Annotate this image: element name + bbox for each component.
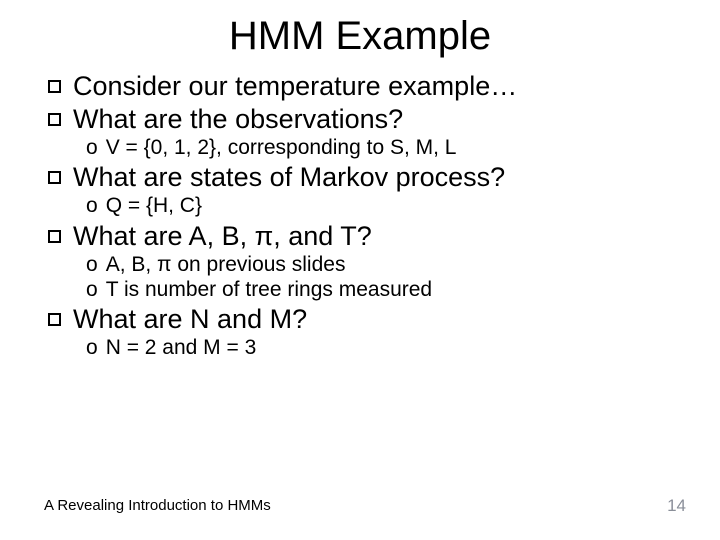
page-number: 14 (667, 496, 686, 516)
square-bullet-icon (48, 313, 61, 326)
bullet-l1: Consider our temperature example… (48, 71, 690, 102)
circle-bullet-icon: o (86, 335, 98, 360)
bullet-text: Consider our temperature example… (73, 71, 517, 102)
bullet-l2: o A, B, π on previous slides (48, 252, 690, 277)
slide-title: HMM Example (0, 0, 720, 69)
slide-content: Consider our temperature example… What a… (0, 71, 720, 360)
bullet-text: What are states of Markov process? (73, 162, 505, 193)
bullet-l2: o T is number of tree rings measured (48, 277, 690, 302)
bullet-text: What are N and M? (73, 304, 307, 335)
bullet-text: N = 2 and M = 3 (106, 335, 257, 360)
bullet-text: Q = {H, C} (106, 193, 202, 218)
bullet-text: What are the observations? (73, 104, 403, 135)
bullet-l2: o V = {0, 1, 2}, corresponding to S, M, … (48, 135, 690, 160)
circle-bullet-icon: o (86, 277, 98, 302)
bullet-text: T is number of tree rings measured (106, 277, 432, 302)
bullet-l1: What are A, B, π, and T? (48, 221, 690, 252)
bullet-text: V = {0, 1, 2}, corresponding to S, M, L (106, 135, 457, 160)
bullet-l1: What are the observations? (48, 104, 690, 135)
square-bullet-icon (48, 113, 61, 126)
bullet-text: What are A, B, π, and T? (73, 221, 372, 252)
circle-bullet-icon: o (86, 193, 98, 218)
square-bullet-icon (48, 230, 61, 243)
bullet-l1: What are N and M? (48, 304, 690, 335)
square-bullet-icon (48, 171, 61, 184)
bullet-l2: o Q = {H, C} (48, 193, 690, 218)
footer-text: A Revealing Introduction to HMMs (44, 497, 271, 514)
slide: HMM Example Consider our temperature exa… (0, 0, 720, 540)
bullet-l1: What are states of Markov process? (48, 162, 690, 193)
circle-bullet-icon: o (86, 135, 98, 160)
bullet-text: A, B, π on previous slides (106, 252, 346, 277)
square-bullet-icon (48, 80, 61, 93)
bullet-l2: o N = 2 and M = 3 (48, 335, 690, 360)
circle-bullet-icon: o (86, 252, 98, 277)
